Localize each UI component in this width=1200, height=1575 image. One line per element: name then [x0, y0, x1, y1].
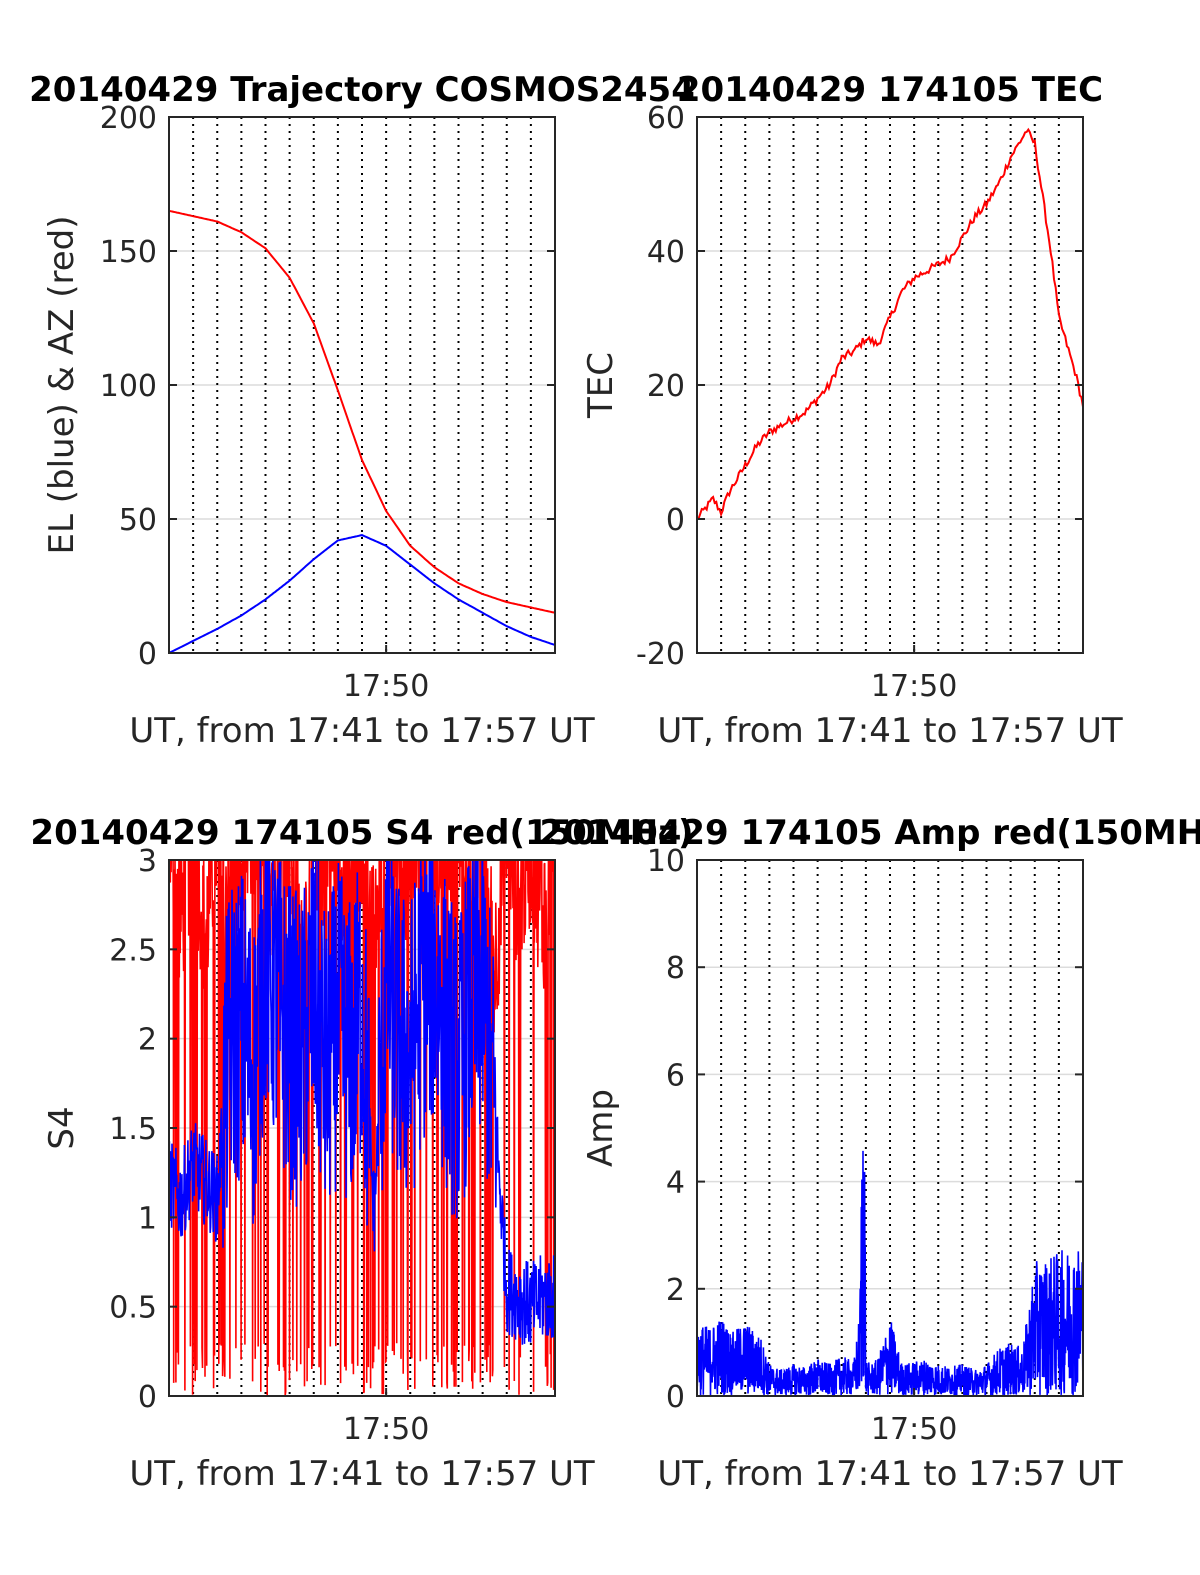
y-tick-label: 3 [138, 844, 157, 879]
series-line-1 [697, 127, 1083, 521]
y-tick-label: 0 [138, 637, 157, 672]
x-tick-label: 17:50 [871, 1412, 957, 1447]
y-tick-label: 0 [666, 503, 685, 538]
y-tick-label: 6 [666, 1058, 685, 1093]
y-tick-label: 50 [119, 503, 157, 538]
y-axis-label: EL (blue) & AZ (red) [42, 215, 82, 554]
y-tick-label: 0.5 [109, 1291, 157, 1326]
y-tick-label: 20 [647, 369, 685, 404]
chart-title: 20140429 174105 S4 red(150MHz) [30, 813, 693, 853]
chart-title: 20140429 174105 Amp red(150MHz) [539, 813, 1200, 853]
series-group [169, 209, 555, 653]
y-tick-label: 10 [647, 844, 685, 879]
y-axis-label: S4 [42, 1106, 82, 1149]
x-axis-label: UT, from 17:41 to 17:57 UT [129, 1454, 595, 1494]
series-line-1 [169, 860, 555, 1396]
series-line-2 [169, 534, 555, 653]
y-tick-label: 100 [100, 369, 157, 404]
y-tick-label: 40 [647, 235, 685, 270]
x-axis-label: UT, from 17:41 to 17:57 UT [657, 1454, 1123, 1494]
y-tick-label: 1 [138, 1201, 157, 1236]
y-axis-label: Amp [581, 1089, 621, 1167]
series-group [169, 860, 555, 1396]
y-tick-label: 2.5 [109, 933, 157, 968]
series-group [697, 127, 1083, 521]
chart-tec: -20 0 20 40 60 17:50 UT, from 17:41 to 17:57 U… [581, 70, 1123, 751]
y-tick-label: -20 [636, 637, 685, 672]
y-tick-label: 60 [647, 101, 685, 136]
series-line-1 [169, 209, 555, 614]
x-tick-label: 17:50 [343, 669, 429, 704]
x-axis-label: UT, from 17:41 to 17:57 UT [129, 711, 595, 751]
y-tick-label: 2 [666, 1273, 685, 1308]
y-tick-label: 4 [666, 1166, 685, 1201]
y-axis-label: TEC [581, 352, 621, 419]
series-line-2 [169, 860, 555, 1345]
axes-box [696, 859, 1084, 1397]
y-tick-label: 150 [100, 235, 157, 270]
series-group [697, 1150, 1083, 1396]
y-tick-label: 200 [100, 101, 157, 136]
y-tick-label: 2 [138, 1023, 157, 1058]
chart-s4: 0 0.5 1 1.5 2 2.5 3 17:50 UT, from 17:41 to 17:5… [30, 813, 693, 1494]
y-tick-label: 0 [138, 1380, 157, 1415]
y-tick-label: 8 [666, 951, 685, 986]
chart-amp: 0 2 4 6 8 10 17:50 UT, from 17:41 to 17:57 UT Am… [539, 813, 1200, 1494]
y-tick-label: 1.5 [109, 1112, 157, 1147]
chart-title: 20140429 174105 TEC [677, 70, 1103, 110]
x-tick-label: 17:50 [343, 1412, 429, 1447]
x-tick-label: 17:50 [871, 669, 957, 704]
x-axis-label: UT, from 17:41 to 17:57 UT [657, 711, 1123, 751]
series-line-1 [697, 1150, 1083, 1396]
y-tick-label: 0 [666, 1380, 685, 1415]
chart-title: 20140429 Trajectory COSMOS2454 [29, 70, 695, 110]
